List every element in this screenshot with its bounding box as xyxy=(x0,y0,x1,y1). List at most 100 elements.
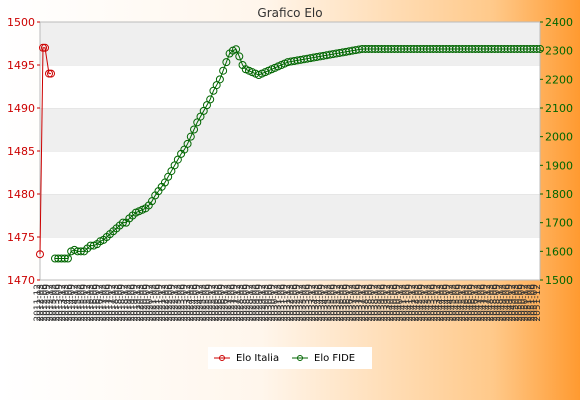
x-tick-label: 2039-03 xyxy=(374,284,384,322)
data-point xyxy=(215,75,224,84)
right-tick-label: 2200 xyxy=(545,73,573,86)
x-tick-label: 2047-12 xyxy=(483,284,493,322)
grid-band xyxy=(40,151,540,194)
data-point xyxy=(429,44,438,53)
x-tick-label: 2045-03 xyxy=(449,284,459,322)
x-tick-label: 2019-03 xyxy=(124,284,134,322)
x-tick-label: 2050-09 xyxy=(517,284,527,322)
x-tick-label: 2048-12 xyxy=(496,284,506,322)
grid-band xyxy=(40,194,540,237)
x-tick-label: 2041-09 xyxy=(405,284,415,322)
x-tick-label: 2034-12 xyxy=(321,284,331,322)
x-tick-label: 2021-09 xyxy=(155,284,165,322)
data-point xyxy=(374,44,383,53)
x-tick-label: 2021-12 xyxy=(158,284,168,322)
chart-title: Grafico Elo xyxy=(257,6,322,20)
data-point xyxy=(497,44,506,53)
x-tick-label: 2044-12 xyxy=(446,284,456,322)
data-point xyxy=(57,254,66,263)
data-point xyxy=(219,66,228,75)
x-tick-label: 2043-09 xyxy=(430,284,440,322)
x-tick-label: 2045-06 xyxy=(452,284,462,322)
x-tick-label: 2043-06 xyxy=(427,284,437,322)
grid-band xyxy=(40,65,540,108)
data-point xyxy=(474,44,483,53)
data-point xyxy=(36,250,44,259)
x-tick-label: 2051-03 xyxy=(524,284,534,322)
x-axis: 2011-122012-032012-062012-092012-122013-… xyxy=(33,284,543,322)
x-tick-label: 2037-12 xyxy=(358,284,368,322)
x-tick-label: 2019-12 xyxy=(133,284,143,322)
data-point xyxy=(458,44,467,53)
x-tick-label: 2029-06 xyxy=(252,284,262,322)
data-point xyxy=(477,44,486,53)
x-tick-label: 2048-03 xyxy=(486,284,496,322)
data-point xyxy=(377,44,386,53)
x-tick-label: 2042-09 xyxy=(417,284,427,322)
data-point xyxy=(39,43,47,52)
x-tick-label: 2022-09 xyxy=(167,284,177,322)
x-tick-label: 2027-06 xyxy=(227,284,237,322)
x-tick-label: 2017-03 xyxy=(99,284,109,322)
series-elo-fide xyxy=(51,44,544,263)
x-tick-label: 2024-09 xyxy=(192,284,202,322)
x-tick-label: 2051-06 xyxy=(527,284,537,322)
x-tick-label: 2049-09 xyxy=(505,284,515,322)
x-tick-label: 2039-09 xyxy=(380,284,390,322)
x-tick-label: 2038-06 xyxy=(364,284,374,322)
x-tick-label: 2020-09 xyxy=(142,284,152,322)
x-tick-label: 2033-12 xyxy=(308,284,318,322)
legend-item-elo-italia: Elo Italia xyxy=(214,353,279,364)
series-line xyxy=(39,47,51,255)
x-tick-label: 2017-09 xyxy=(105,284,115,322)
x-tick-label: 2037-09 xyxy=(355,284,365,322)
left-tick-label: 1485 xyxy=(7,145,35,158)
plot-background xyxy=(39,21,541,281)
x-tick-label: 2048-06 xyxy=(489,284,499,322)
left-tick-label: 1475 xyxy=(7,231,35,244)
data-point xyxy=(403,44,412,53)
legend-label: Elo FIDE xyxy=(314,353,355,364)
data-point xyxy=(47,69,55,78)
x-tick-label: 2029-09 xyxy=(255,284,265,322)
x-tick-label: 2044-09 xyxy=(442,284,452,322)
data-point xyxy=(493,44,502,53)
x-tick-label: 2013-09 xyxy=(55,284,65,322)
data-point xyxy=(487,44,496,53)
right-tick-label: 2400 xyxy=(545,16,573,29)
x-tick-label: 2011-12 xyxy=(33,284,43,322)
x-tick-label: 2033-09 xyxy=(305,284,315,322)
x-tick-label: 2041-12 xyxy=(408,284,418,322)
x-tick-label: 2040-09 xyxy=(392,284,402,322)
x-tick-label: 2047-06 xyxy=(477,284,487,322)
legend-item-elo-fide: Elo FIDE xyxy=(292,353,355,364)
x-tick-label: 2016-09 xyxy=(92,284,102,322)
data-point xyxy=(51,254,59,263)
data-point xyxy=(513,44,522,53)
x-tick-label: 2036-12 xyxy=(346,284,356,322)
x-tick-label: 2021-03 xyxy=(149,284,159,322)
left-tick-label: 1470 xyxy=(7,274,35,287)
x-tick-label: 2043-12 xyxy=(433,284,443,322)
x-tick-label: 2032-09 xyxy=(292,284,302,322)
x-tick-label: 2027-03 xyxy=(224,284,234,322)
x-tick-label: 2031-06 xyxy=(277,284,287,322)
x-tick-label: 2032-06 xyxy=(289,284,299,322)
data-point xyxy=(536,44,544,53)
x-tick-label: 2022-12 xyxy=(171,284,181,322)
right-axis: 1500 1600 1700 1800 1900 2000 2100 2200 2300 2400 xyxy=(540,16,573,287)
x-tick-label: 2034-03 xyxy=(311,284,321,322)
legend-swatch-marker xyxy=(219,355,225,361)
x-tick-label: 2029-12 xyxy=(258,284,268,322)
data-point xyxy=(76,247,85,256)
x-tick-label: 2046-12 xyxy=(471,284,481,322)
data-point xyxy=(186,132,195,141)
data-point xyxy=(54,254,63,263)
left-tick-label: 1480 xyxy=(7,188,35,201)
data-point xyxy=(232,45,241,54)
x-tick-label: 2051-12 xyxy=(533,284,543,322)
data-point xyxy=(519,44,528,53)
x-tick-label: 2046-09 xyxy=(467,284,477,322)
x-tick-label: 2018-12 xyxy=(121,284,131,322)
x-tick-label: 2035-12 xyxy=(333,284,343,322)
